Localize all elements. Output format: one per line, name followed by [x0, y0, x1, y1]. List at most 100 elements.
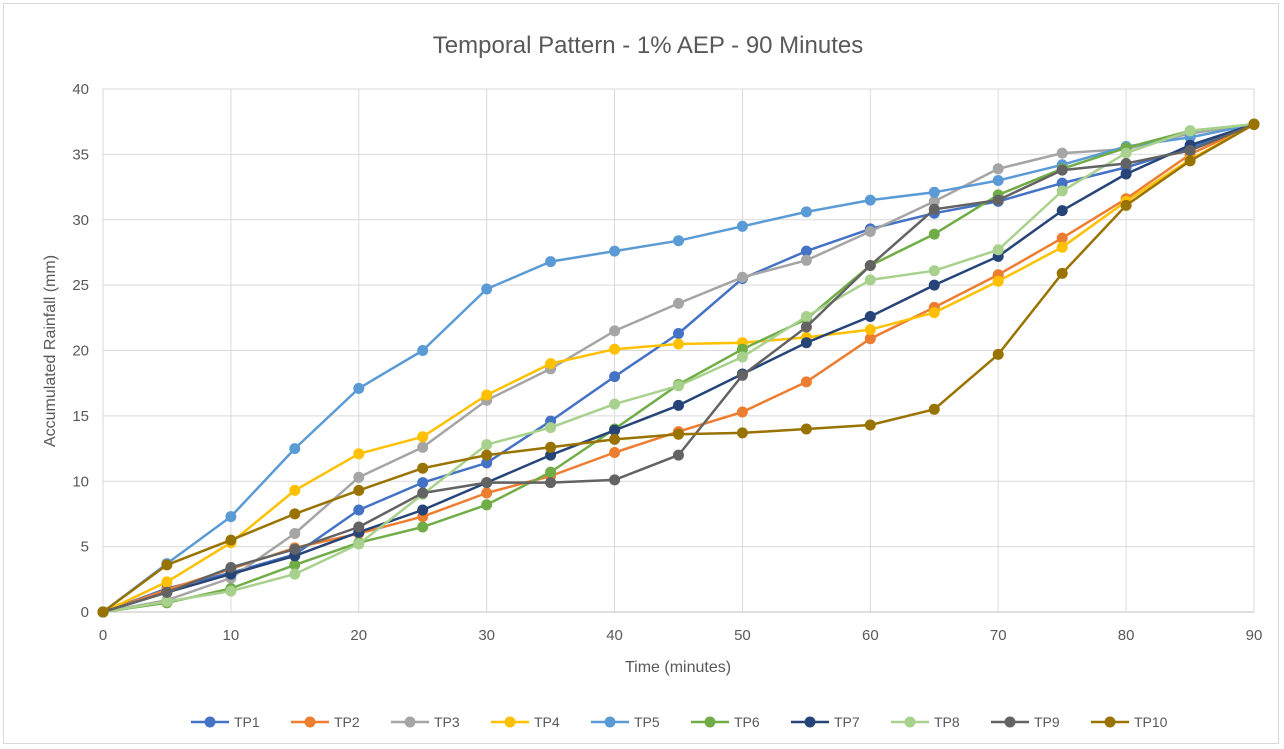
- data-point: [97, 606, 109, 618]
- data-point: [736, 343, 748, 355]
- legend-item-tp1[interactable]: TP1: [191, 714, 260, 730]
- y-axis-label: Accumulated Rainfall (mm): [42, 255, 59, 447]
- legend-swatch-marker: [804, 716, 816, 728]
- line-chart: Temporal Pattern - 1% AEP - 90 Minutes 0…: [42, 32, 1262, 730]
- x-tick-label: 20: [350, 627, 367, 644]
- data-point: [673, 399, 684, 411]
- y-tick-label: 0: [81, 604, 89, 621]
- data-point: [481, 499, 493, 511]
- data-point: [928, 265, 940, 277]
- data-point: [673, 428, 684, 440]
- data-point: [417, 431, 429, 443]
- data-point: [289, 508, 301, 520]
- data-point: [481, 389, 493, 401]
- y-tick-label: 15: [72, 408, 89, 425]
- data-point: [481, 283, 493, 295]
- series-line: [102, 123, 1255, 614]
- data-point: [609, 447, 621, 458]
- y-tick-label: 35: [72, 146, 89, 163]
- data-point: [481, 457, 493, 469]
- series-line: [102, 123, 1255, 614]
- data-point: [417, 487, 429, 499]
- legend-label: TP8: [934, 714, 960, 730]
- y-tick-label: 10: [72, 473, 89, 490]
- data-point: [289, 568, 301, 580]
- data-point: [289, 443, 301, 455]
- x-tick-label: 90: [1246, 627, 1263, 644]
- series-line: [102, 123, 1255, 614]
- data-point: [161, 596, 173, 607]
- data-point: [800, 245, 812, 257]
- series-line: [102, 123, 1255, 613]
- data-point: [609, 474, 621, 486]
- data-point: [928, 186, 940, 198]
- legend[interactable]: TP1 TP2 TP3 TP4 TP5 TP6 TP7 TP8 TP9 TP10: [191, 714, 1168, 730]
- data-point: [1056, 147, 1068, 159]
- data-point: [864, 194, 876, 206]
- data-point: [289, 543, 301, 555]
- data-point: [1056, 177, 1068, 189]
- legend-item-tp8[interactable]: TP8: [891, 714, 960, 730]
- data-point: [800, 321, 812, 333]
- data-point: [800, 311, 812, 322]
- data-point: [800, 254, 812, 266]
- series-tp8: [97, 118, 1260, 618]
- data-point: [353, 521, 365, 533]
- data-point: [417, 521, 429, 533]
- data-point: [673, 449, 684, 461]
- data-point: [928, 203, 940, 215]
- legend-swatch-marker: [304, 716, 316, 728]
- y-tick-label: 25: [72, 277, 89, 294]
- data-point: [609, 433, 621, 445]
- legend-item-tp7[interactable]: TP7: [791, 714, 860, 730]
- x-tick-label: 50: [734, 627, 751, 644]
- data-point: [225, 511, 237, 523]
- data-point: [1184, 145, 1196, 156]
- data-point: [609, 245, 621, 257]
- data-point: [545, 256, 557, 268]
- legend-swatch-marker: [704, 716, 716, 728]
- legend-item-tp4[interactable]: TP4: [491, 714, 560, 730]
- data-point: [417, 477, 429, 489]
- series-line: [102, 123, 1255, 614]
- legend-item-tp6[interactable]: TP6: [691, 714, 760, 730]
- data-point: [353, 471, 365, 483]
- data-point: [353, 382, 365, 394]
- data-point: [481, 477, 493, 489]
- series-tp1: [97, 118, 1260, 618]
- data-point: [161, 559, 173, 571]
- data-point: [609, 424, 621, 436]
- data-point: [1184, 155, 1196, 167]
- data-point: [481, 439, 493, 451]
- series-line: [102, 123, 1255, 614]
- data-point: [800, 206, 812, 218]
- data-point: [864, 419, 876, 431]
- data-point: [800, 423, 812, 435]
- data-point: [864, 226, 876, 237]
- legend-item-tp10[interactable]: TP10: [1091, 714, 1168, 730]
- legend-label: TP7: [834, 714, 860, 730]
- data-point: [609, 398, 621, 410]
- data-point: [481, 449, 493, 461]
- data-point: [161, 576, 173, 588]
- data-point: [417, 345, 429, 356]
- series-tp9: [97, 118, 1260, 618]
- data-point: [673, 328, 684, 339]
- data-point: [864, 260, 876, 271]
- data-point: [1056, 267, 1068, 279]
- legend-item-tp9[interactable]: TP9: [991, 714, 1060, 730]
- legend-item-tp2[interactable]: TP2: [291, 714, 360, 730]
- data-point: [736, 369, 748, 381]
- data-point: [545, 441, 557, 453]
- tick-labels: 0 5 10 15 20 25 30 35 40 0 10 20 30 40 50 60 70 80 90: [72, 81, 1262, 644]
- series-line: [102, 123, 1255, 614]
- legend-item-tp5[interactable]: TP5: [591, 714, 660, 730]
- legend-swatch-marker: [404, 716, 416, 728]
- data-point: [225, 585, 237, 597]
- series-tp2: [97, 118, 1260, 618]
- y-tick-label: 20: [72, 343, 89, 360]
- data-point: [1056, 164, 1068, 176]
- data-point: [928, 307, 940, 319]
- legend-swatch-marker: [1104, 716, 1116, 728]
- legend-item-tp3[interactable]: TP3: [391, 714, 460, 730]
